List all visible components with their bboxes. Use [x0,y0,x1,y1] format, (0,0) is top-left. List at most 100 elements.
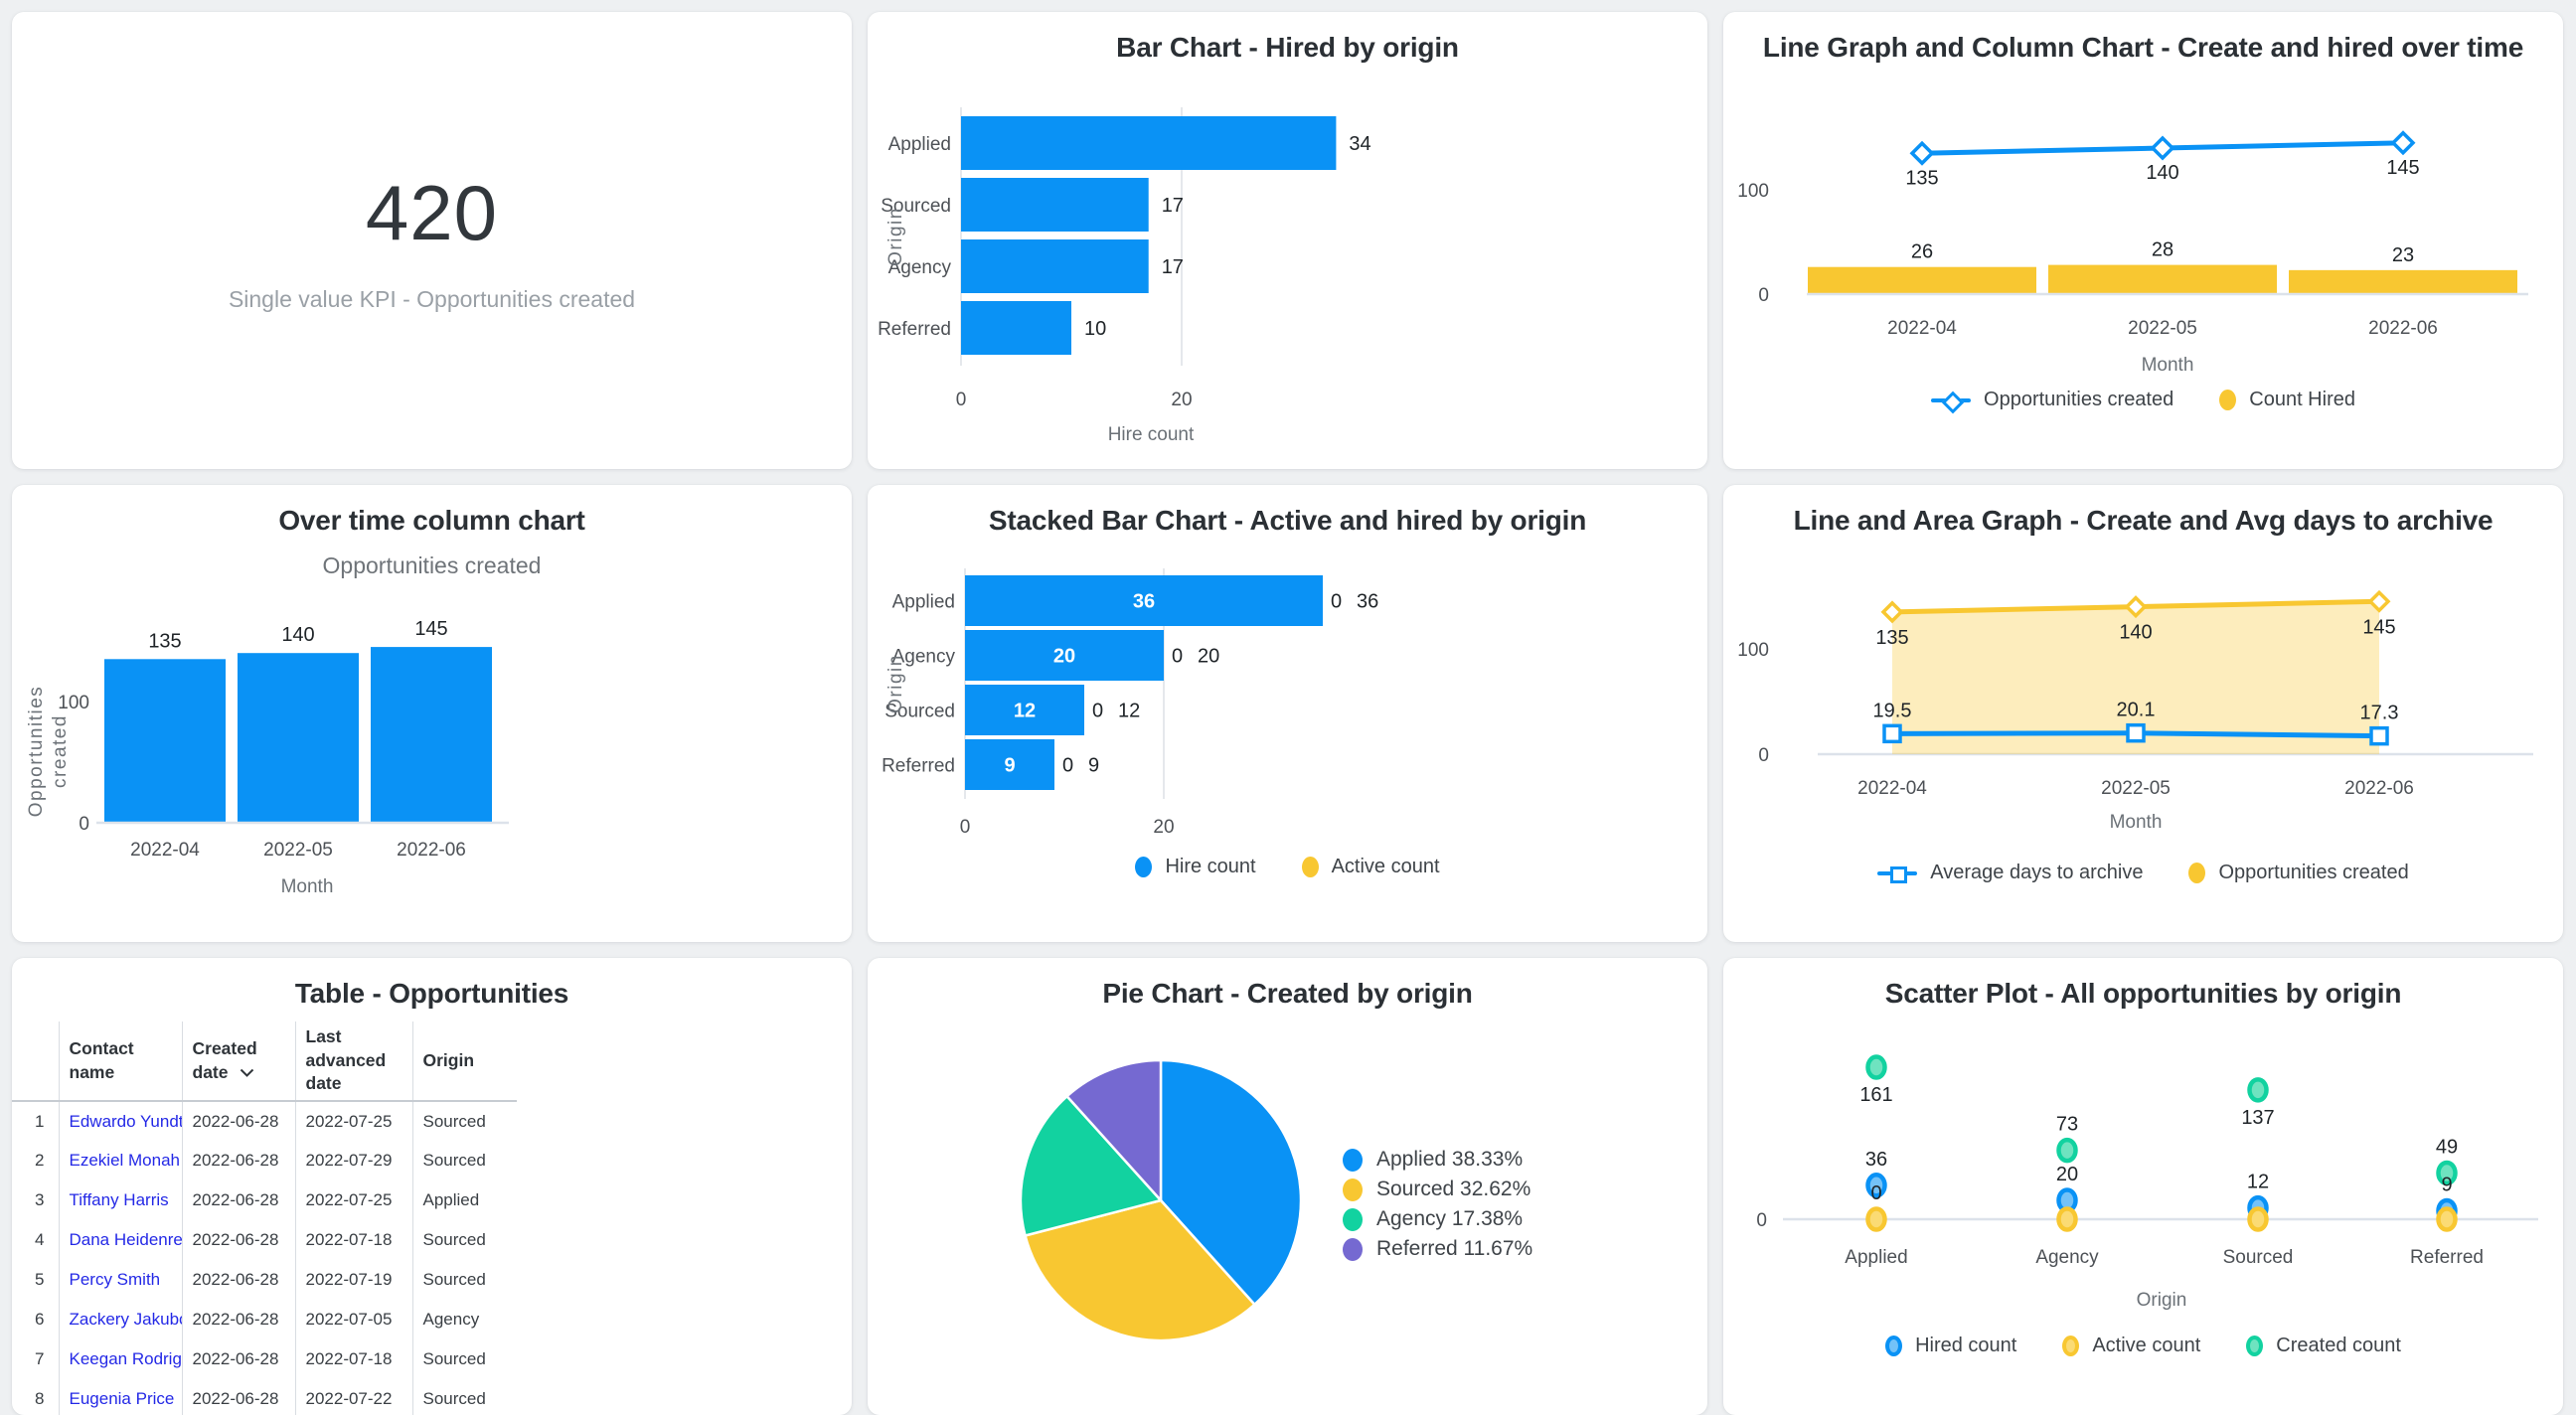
contact-link[interactable]: Zackery Jakubo… [69,1310,183,1329]
column-2022-04[interactable] [104,659,226,823]
x-axis-title: Hire count [1108,424,1195,445]
contact-link[interactable]: Ezekiel Monah… [69,1151,183,1170]
dot-active-count-sourced[interactable] [2247,1206,2269,1232]
legend-item[interactable]: Referred 11.67% [1343,1237,1532,1261]
total-label: 20 [1198,646,1219,668]
square-point-2022-04[interactable] [1882,723,1902,744]
bar-applied[interactable] [961,116,1337,170]
chart-title: Scatter Plot - All opportunities by orig… [1884,978,2402,1009]
bar-agency[interactable] [961,239,1149,293]
dot-active-count-agency[interactable] [2056,1206,2078,1232]
y-axis-title: Origin [886,207,906,266]
chart-svg: 135 140 145 0 100 2022-04 2022-05 2022-06 Month O… [26,618,509,897]
legend-item[interactable]: Active count [1301,856,1440,878]
legend-label: Count Hired [2249,389,2355,410]
contact-link[interactable]: Percy Smith [69,1270,161,1289]
value-label: 12 [2247,1172,2269,1193]
pie-slice-referred[interactable] [1064,1058,1163,1204]
bar-sourced[interactable] [965,685,1084,735]
column-header-origin[interactable]: Origin [411,1022,517,1101]
legend-label: Created count [2276,1335,2401,1356]
dot-created-count-referred[interactable] [2436,1160,2458,1186]
chart-svg: Applied 34 Sourced 17 Agency 17 Referred 10 0 20 H… [878,107,1371,445]
contact-link[interactable]: Edwardo Yundt [69,1111,183,1131]
pie-slice-agency[interactable] [1019,1094,1164,1238]
column-2022-04[interactable] [1808,266,2036,294]
contact-link[interactable]: Keegan Rodrig… [69,1349,183,1368]
column-header-contact-name[interactable]: Contact name [58,1022,182,1101]
square-point-2022-06[interactable] [2369,725,2389,746]
category-label: Sourced [885,702,955,722]
point-2022-06[interactable] [2390,130,2416,156]
column-2022-06[interactable] [371,647,492,823]
legend-item[interactable]: Opportunities created [1931,389,2174,413]
contact-link[interactable]: Tiffany Harris [69,1190,169,1209]
point-2022-05[interactable] [2124,595,2148,619]
legend-item[interactable]: Count Hired [2219,389,2355,411]
value-label: 0 [1870,1182,1881,1204]
value-label: 19.5 [1873,700,1912,721]
ellipse-marker-icon [1343,1178,1363,1201]
x-axis-title: Month [2142,355,2194,376]
column-2022-06[interactable] [2289,269,2517,294]
table-cell: 2022-07-18 [294,1339,412,1379]
bar-sourced[interactable] [961,178,1149,232]
bar-applied[interactable] [965,575,1323,626]
dot-hired-count-applied[interactable] [1865,1173,1887,1198]
segment-label: 0 [1092,701,1103,722]
legend-item[interactable]: Hire count [1135,856,1256,878]
category-label: Applied [892,592,955,613]
column-2022-05[interactable] [238,653,359,823]
table-cell: Sourced [411,1220,517,1260]
legend-label: Opportunities created [1984,389,2174,410]
legend-item[interactable]: Agency 17.38% [1343,1207,1532,1231]
ring-marker-icon [1885,1336,1903,1356]
column-header-created-date[interactable]: Created date [181,1022,295,1101]
chart-svg: 26 28 23 135 140 145 0 100 2022-04 2022-05 2022-06… [1737,130,2528,376]
legend-label: Opportunities created [2218,862,2409,883]
bar-referred[interactable] [961,301,1071,355]
pie-slice-sourced[interactable] [1024,1198,1257,1342]
column-header-last-advanced-date[interactable]: Last advanced date [294,1022,412,1101]
bar-referred[interactable] [965,739,1054,790]
legend-item[interactable]: Average days to archive [1877,862,2143,884]
legend-item[interactable]: Sourced 32.62% [1343,1178,1532,1201]
x-tick: 2022-04 [130,840,200,861]
row-number-header [12,1022,59,1101]
legend-item[interactable]: Active count [2062,1335,2200,1357]
x-axis-title: Month [2110,812,2163,833]
column-2022-05[interactable] [2048,264,2277,294]
combo-chart-canvas: 26 28 23 135 140 145 0 100 2022-04 2022-05 2022-06… [1723,12,2563,469]
table-row: 8 Eugenia Price 2022-06-28 2022-07-22 Source… [12,1379,517,1415]
contact-link[interactable]: Dana Heidenre… [69,1230,183,1249]
legend-item[interactable]: Created count [2246,1335,2401,1357]
point-2022-04[interactable] [1909,140,1935,166]
value-label: 9 [2441,1174,2452,1195]
dot-created-count-agency[interactable] [2056,1137,2078,1164]
point-2022-06[interactable] [2367,589,2391,613]
value-label: 135 [148,630,181,652]
point-2022-05[interactable] [2150,135,2175,161]
table-canvas: Contact name Created date Last advanced da… [12,958,852,1415]
dot-active-count-referred[interactable] [2436,1206,2458,1232]
pie-slice-applied[interactable] [1159,1058,1303,1307]
legend: Applied 38.33% Sourced 32.62% Agency 17.38… [1343,1148,1532,1261]
dot-created-count-applied[interactable] [1865,1054,1887,1080]
legend-item[interactable]: Hired count [1885,1335,2016,1357]
table-cell: 2022-06-28 [181,1339,295,1379]
table-cell: 6 [35,1310,45,1329]
card-kpi: 420 Single value KPI - Opportunities cre… [12,12,852,469]
legend-label: Sourced 32.62% [1376,1178,1531,1200]
dot-created-count-sourced[interactable] [2247,1077,2269,1103]
square-point-2022-05[interactable] [2126,722,2146,743]
table-cell: 7 [35,1349,45,1368]
legend-item[interactable]: Applied 38.33% [1343,1148,1532,1172]
point-2022-04[interactable] [1880,600,1904,624]
contact-link[interactable]: Eugenia Price [69,1389,175,1408]
dot-active-count-applied[interactable] [1865,1206,1887,1232]
bar-agency[interactable] [965,630,1164,681]
legend-item[interactable]: Opportunities created [2188,862,2409,884]
value-label: 17.3 [2360,703,2399,724]
sort-chevron-down-icon[interactable] [240,1068,254,1078]
card-scatter-plot: Scatter Plot - All opportunities by orig… [1723,958,2563,1415]
